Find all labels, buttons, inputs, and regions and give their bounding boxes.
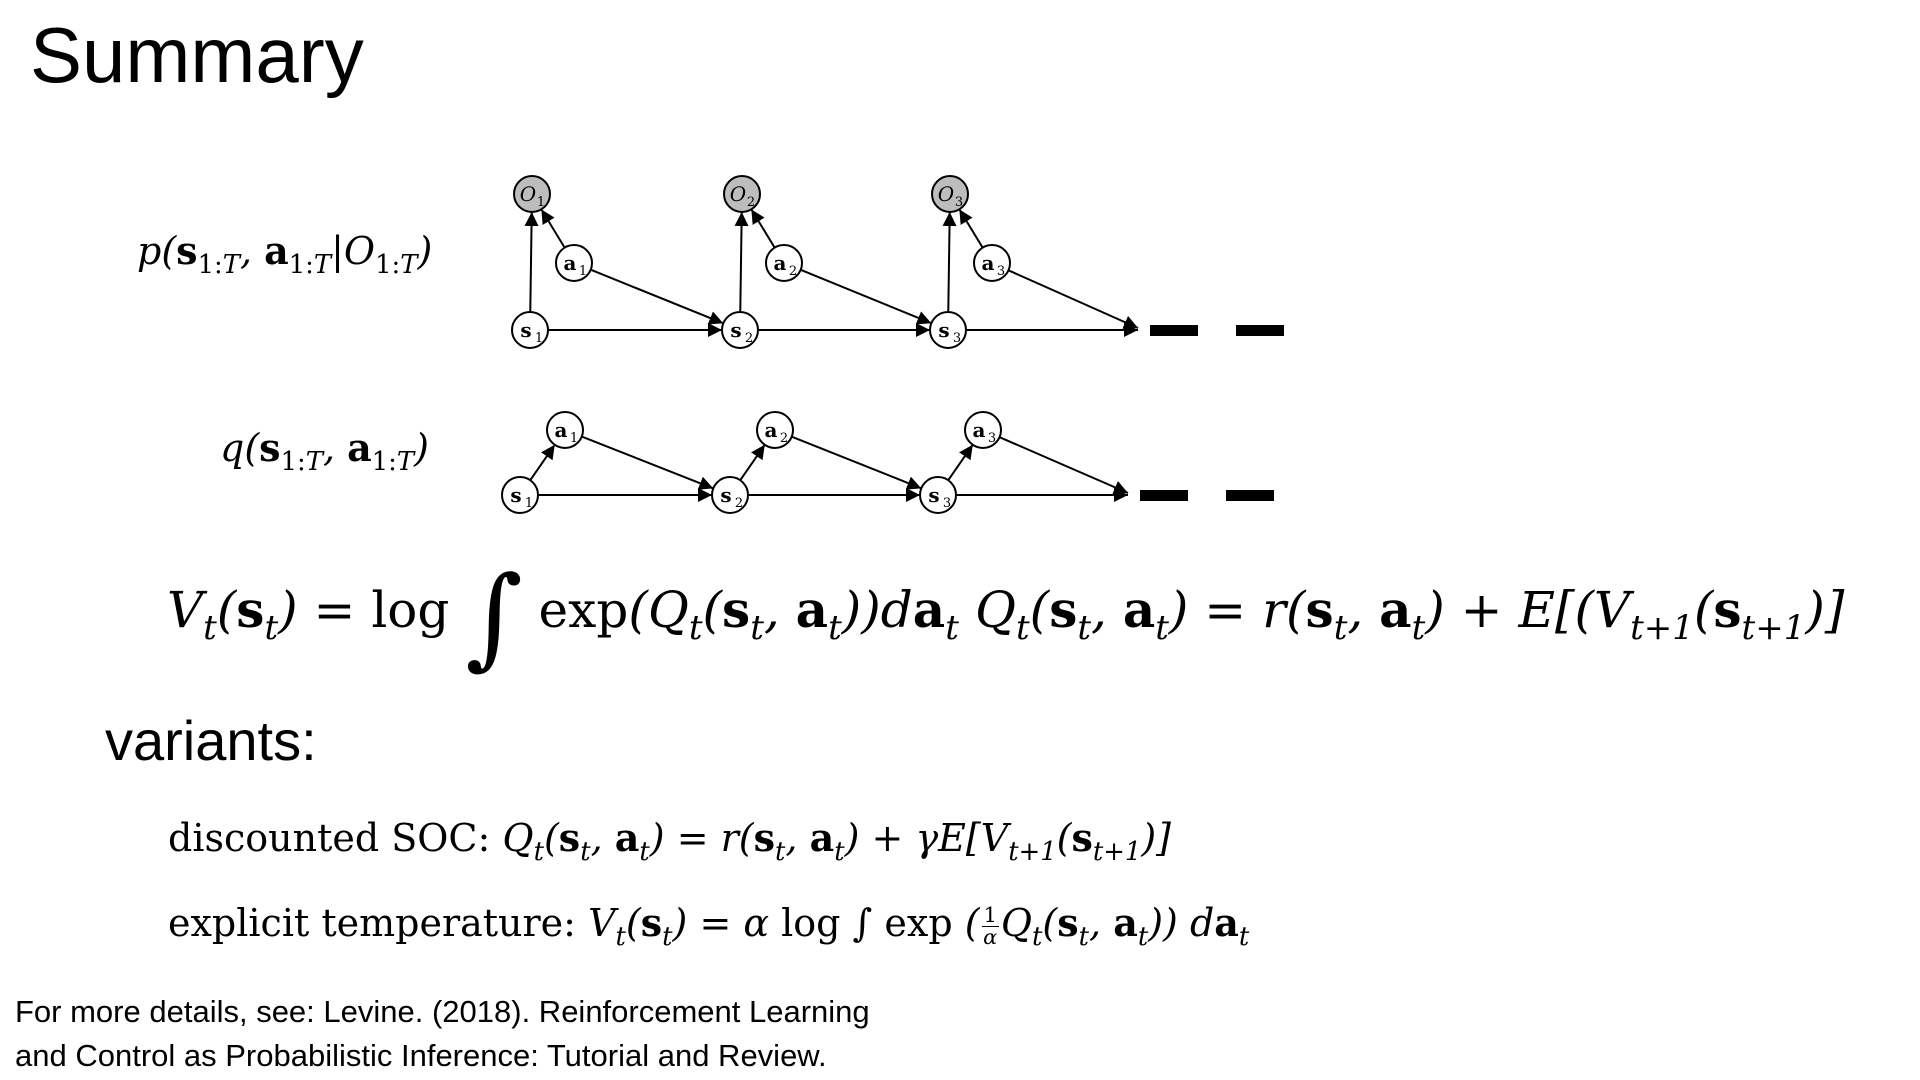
svg-text:a: a (765, 418, 778, 442)
edge-a-to-continuation (999, 436, 1129, 494)
svg-text:a: a (982, 251, 995, 275)
edge-s-to-o (734, 211, 749, 313)
svg-text:s: s (520, 318, 531, 342)
svg-text:1: 1 (525, 496, 533, 511)
footer-line-2: and Control as Probabilistic Inference: … (15, 1038, 827, 1073)
footer-line-1: For more details, see: Levine. (2018). R… (15, 994, 870, 1029)
svg-text:O: O (938, 182, 954, 206)
svg-text:a: a (774, 251, 787, 275)
p-distribution-label: p(s1:T, a1:T|O1:T) (137, 228, 433, 281)
svg-text:3: 3 (955, 195, 963, 210)
edge-a-to-o (750, 208, 776, 249)
variant-discounted-soc: discounted SOC: Qt(st, at) = r(st, at) +… (168, 815, 1171, 868)
svg-text:2: 2 (789, 264, 797, 279)
edge-s-to-o (942, 211, 957, 313)
edge-s-to-a (739, 444, 766, 481)
svg-text:1: 1 (570, 431, 578, 446)
reference-footer: For more details, see: Levine. (2018). R… (15, 990, 915, 1078)
edge-s-to-o (524, 211, 539, 313)
svg-text:s: s (938, 318, 949, 342)
svg-text:2: 2 (735, 496, 743, 511)
svg-text:O: O (730, 182, 746, 206)
svg-text:3: 3 (997, 264, 1005, 279)
svg-text:2: 2 (745, 331, 753, 346)
continuation-dash-2 (1226, 490, 1274, 501)
svg-text:3: 3 (943, 496, 951, 511)
svg-text:s: s (730, 318, 741, 342)
edge-a-to-s (800, 268, 932, 325)
edge-a-to-o (540, 208, 566, 249)
edge-s-to-a (947, 444, 974, 481)
svg-text:a: a (973, 418, 986, 442)
svg-text:1: 1 (535, 331, 543, 346)
graph-p-model: O 1a 1s 1O 2a 2s 2O 3a 3s 3 (511, 175, 1284, 349)
svg-text:s: s (720, 483, 731, 507)
svg-text:s: s (928, 483, 939, 507)
svg-text:3: 3 (953, 331, 961, 346)
q-function-equation: Qt(st, at) = r(st, at) + E[(Vt+1(st+1)] (975, 580, 1845, 648)
edge-a-to-o (958, 208, 984, 249)
variant-name: discounted SOC: (168, 816, 491, 860)
q-distribution-label: q(s1:T, a1:T) (220, 425, 429, 478)
variants-heading: variants: (105, 709, 317, 772)
edge-s-to-a (529, 444, 556, 481)
edge-a-to-s (581, 435, 714, 490)
variant-name: explicit temperature: (168, 901, 576, 945)
edge-a-to-s (590, 268, 724, 325)
edge-a-to-continuation (1008, 269, 1139, 329)
value-function-equation: Vt(st) = log ∫ exp(Qt(st, at))dat (167, 552, 959, 681)
continuation-dash-2 (1236, 325, 1284, 336)
graph-q-model: a 1s 1a 2s 2a 3s 3 (501, 411, 1274, 514)
variant-explicit-temperature: explicit temperature: Vt(st) = α log ∫ e… (168, 900, 1250, 953)
svg-text:1: 1 (537, 195, 545, 210)
svg-text:s: s (510, 483, 521, 507)
slide-title: Summary (30, 11, 364, 99)
continuation-dash-1 (1150, 325, 1198, 336)
svg-text:O: O (520, 182, 536, 206)
svg-text:1: 1 (579, 264, 587, 279)
svg-text:2: 2 (780, 431, 788, 446)
svg-text:2: 2 (747, 195, 755, 210)
continuation-dash-1 (1140, 490, 1188, 501)
svg-text:a: a (555, 418, 568, 442)
edge-a-to-s (791, 435, 922, 490)
svg-text:3: 3 (988, 431, 996, 446)
svg-text:a: a (564, 251, 577, 275)
